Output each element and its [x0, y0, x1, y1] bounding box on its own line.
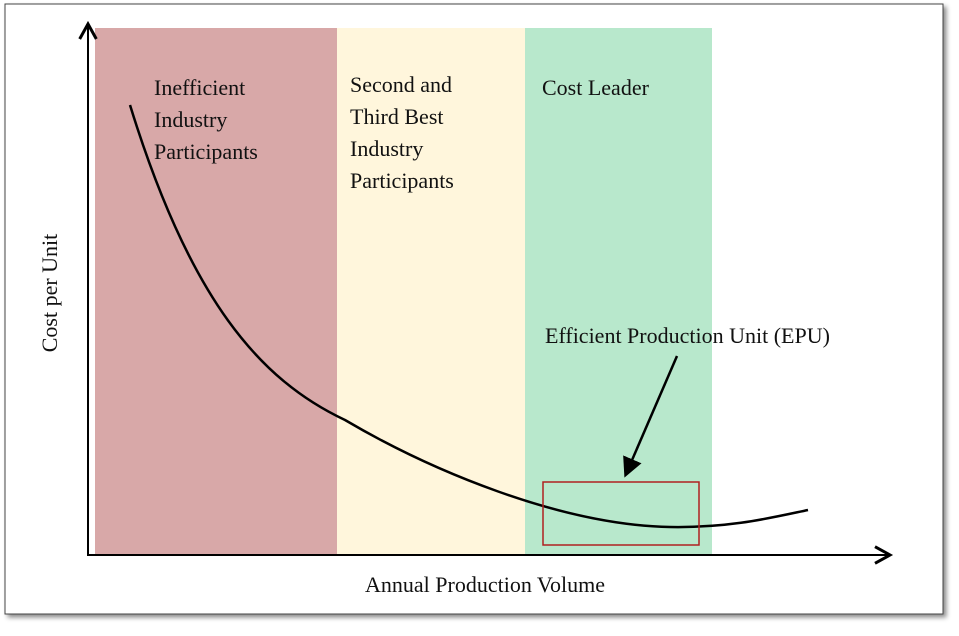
region-label: Participants — [350, 168, 454, 193]
epu-arrow — [623, 355, 679, 478]
region-label: Industry — [350, 136, 423, 161]
region-label: Inefficient — [154, 75, 245, 100]
y-axis-label: Cost per Unit — [37, 234, 62, 353]
region-label: Industry — [154, 107, 227, 132]
region-labels: Inefficient Industry Participants Second an… — [154, 72, 650, 193]
region-inefficient — [95, 28, 337, 555]
cost-curve — [128, 104, 809, 529]
region-label: Cost Leader — [542, 75, 650, 100]
region-label: Second and — [350, 72, 452, 97]
epu-box — [542, 481, 700, 546]
annotation: Efficient Production Unit (EPU) — [545, 323, 830, 348]
region-second-third — [337, 28, 525, 555]
region-label: Participants — [154, 139, 258, 164]
x-axis-label: Annual Production Volume — [365, 572, 605, 597]
region-cost-leader — [525, 28, 712, 555]
region-label: Third Best — [350, 104, 444, 129]
